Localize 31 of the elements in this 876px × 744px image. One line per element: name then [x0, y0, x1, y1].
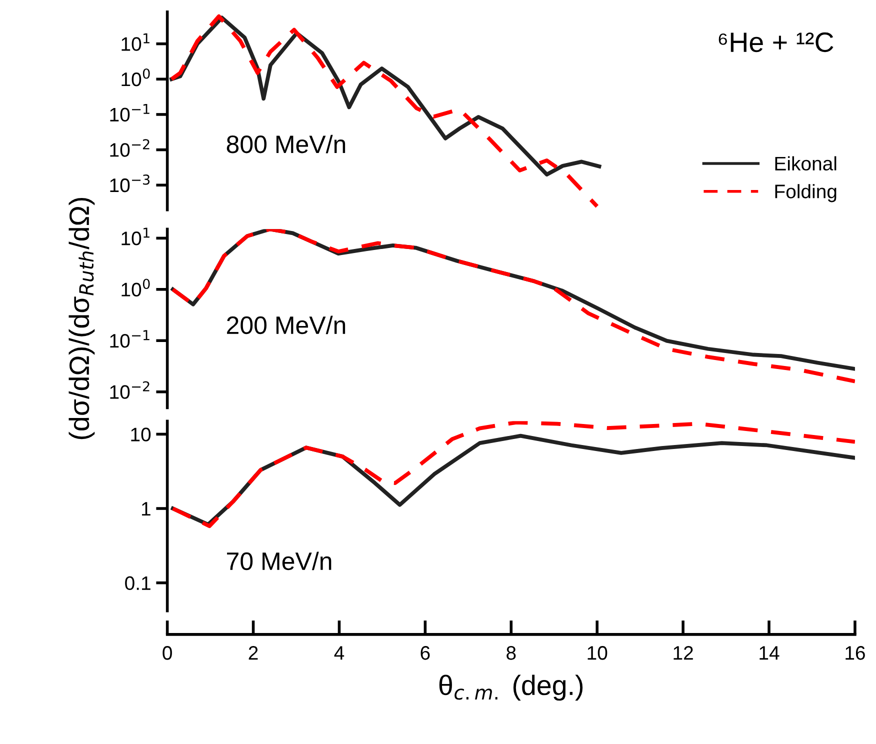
- y-tick-label: 10$^{0}$: [122, 278, 150, 296]
- x-tick-label: 16: [846, 646, 865, 660]
- legend-label: Eikonal: [775, 156, 836, 171]
- y-tick-label: 10$^{1}$: [122, 33, 150, 51]
- annotation: 200 MeV/n: [227, 316, 346, 334]
- x-tick-label: 2: [248, 646, 258, 660]
- x-tick-label: 14: [760, 646, 780, 660]
- x-axis-title: θ$_{c.m.}$ (deg.): [439, 674, 583, 701]
- x-tick-label: 8: [506, 646, 516, 660]
- y-axis-title: (dσ/dΩ)/(dσ$_{Ruth}$/dΩ): [68, 198, 95, 440]
- y-tick-label: 10$^{−2}$: [110, 139, 150, 157]
- y-tick-label: 0.1: [125, 576, 150, 590]
- y-tick-label: 10$^{−1}$: [110, 104, 150, 122]
- y-tick-label: 10$^{−2}$: [110, 381, 150, 399]
- y-tick-label: 10$^{1}$: [122, 228, 150, 246]
- annotation: 70 MeV/n: [227, 552, 332, 570]
- y-tick-label: 10$^{−3}$: [110, 174, 150, 192]
- y-tick-label: 10: [131, 428, 151, 442]
- y-tick-label: 10$^{0}$: [122, 68, 150, 86]
- legend-label: Folding: [775, 184, 836, 202]
- annotation: 800 MeV/n: [226, 134, 346, 154]
- y-tick-label: 1: [142, 502, 150, 516]
- x-tick-label: 10: [588, 646, 608, 660]
- x-tick-label: 0: [162, 646, 172, 660]
- x-tick-label: 4: [334, 646, 344, 660]
- line-series: [170, 16, 602, 176]
- x-tick-label: 12: [674, 646, 693, 660]
- line-series: [170, 14, 600, 208]
- text: ⁶He + ¹²C: [718, 32, 834, 52]
- y-tick-label: 10$^{−1}$: [110, 330, 150, 348]
- x-tick-label: 6: [420, 646, 430, 660]
